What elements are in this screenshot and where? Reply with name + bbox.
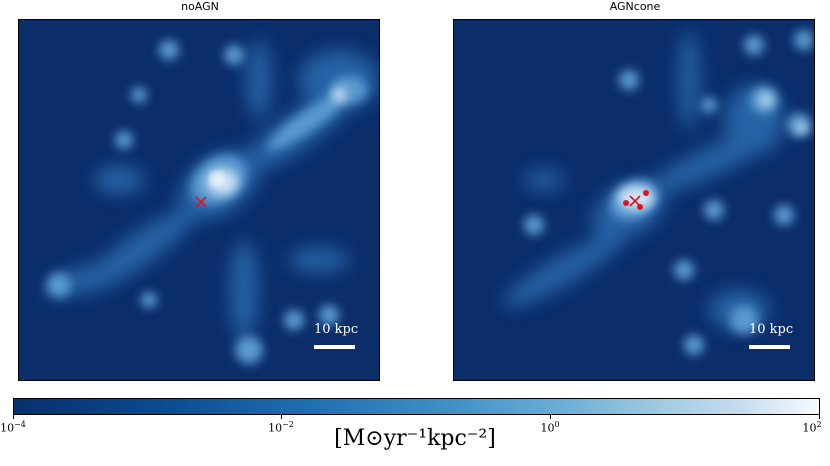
noagn-density-map (19, 20, 379, 380)
scalebar-agncone (749, 345, 790, 349)
colorbar-tick-label: 10−2 (268, 420, 294, 435)
panel-title-noagn: noAGN (181, 0, 219, 13)
colorbar-tick (281, 415, 282, 419)
colorbar-tick (550, 415, 551, 419)
agncone-red-dot (623, 200, 629, 206)
scalebar-label-agncone: 10 kpc (749, 322, 794, 337)
agncone-density-map (454, 20, 814, 380)
panel-noagn: 10 kpc (18, 19, 380, 381)
colorbar-tick-label: 102 (802, 420, 822, 435)
colorbar-tick-label: 100 (540, 420, 560, 435)
colorbar (13, 398, 820, 415)
scalebar-noagn (314, 345, 355, 349)
colorbar-tick (13, 415, 14, 419)
agncone-center-marker (629, 195, 641, 207)
colorbar-tick (819, 415, 820, 419)
noagn-center-marker (195, 196, 207, 208)
colorbar-tick-label: 10−4 (0, 420, 26, 435)
panel-title-agncone: AGNcone (609, 0, 661, 13)
colorbar-label: [M⊙yr⁻¹kpc⁻²] (334, 426, 496, 451)
scalebar-label-noagn: 10 kpc (314, 322, 359, 337)
agncone-red-dot (643, 190, 649, 196)
panel-agncone: 10 kpc (453, 19, 815, 381)
